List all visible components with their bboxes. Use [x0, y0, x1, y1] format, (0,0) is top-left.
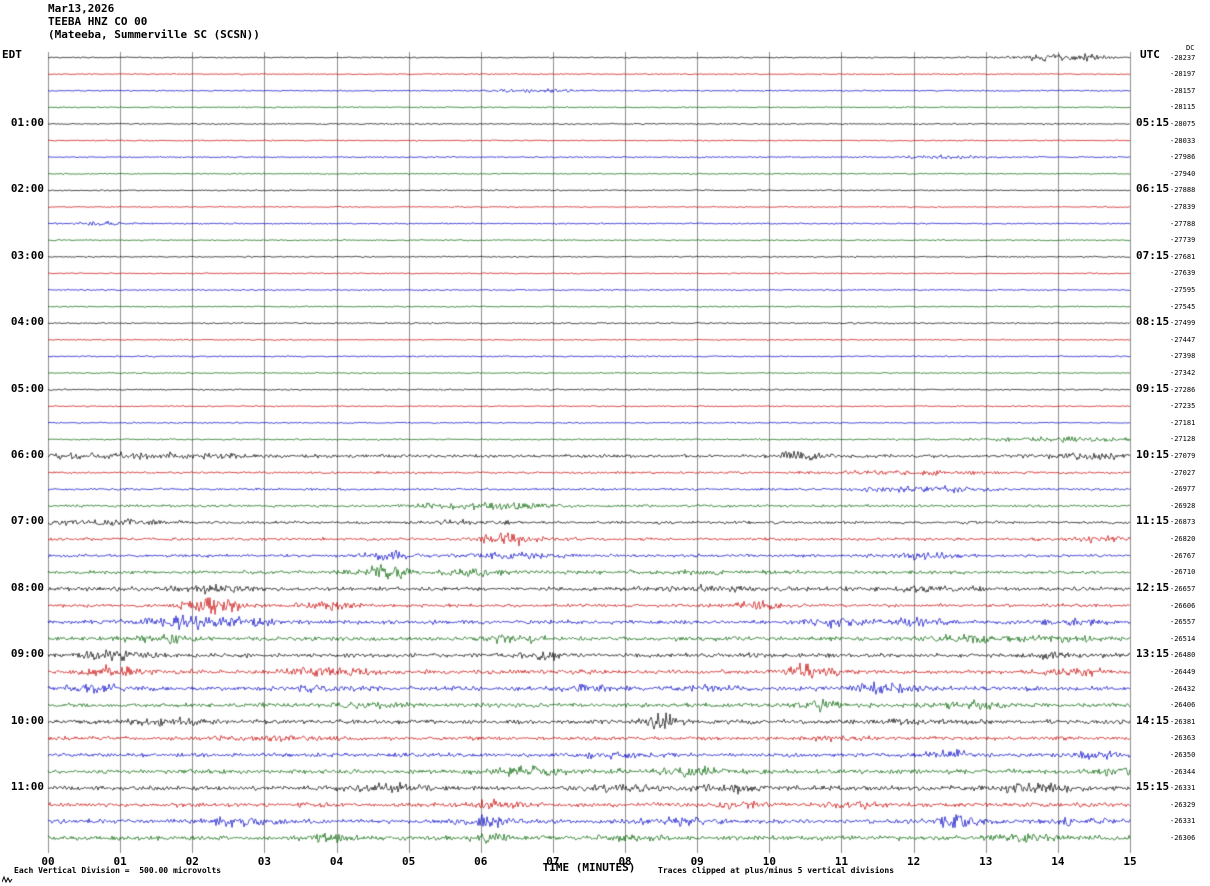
x-tick-label: 00: [41, 855, 55, 868]
dc-offset-value: -27739: [1170, 236, 1196, 245]
dc-offset-value: -28033: [1170, 136, 1196, 145]
dc-offset-value: -26873: [1170, 518, 1196, 527]
dc-offset-value: -26329: [1170, 800, 1196, 809]
dc-offset-value: -26432: [1170, 684, 1196, 693]
dc-offset-value: -26928: [1170, 501, 1196, 510]
dc-offset-value: -27639: [1170, 269, 1196, 278]
x-tick-label: 08: [618, 855, 632, 868]
waveform-icon: [2, 875, 13, 884]
right-time-label: 06:15: [1136, 182, 1170, 196]
dc-offset-value: -27499: [1170, 319, 1196, 328]
x-tick-label: 05: [402, 855, 416, 868]
x-tick-label: 12: [906, 855, 921, 868]
x-tick-label: 01: [113, 855, 127, 868]
dc-offset-value: -26306: [1170, 834, 1196, 842]
right-time-label: 08:15: [1136, 315, 1170, 329]
dc-offset-value: -26331: [1170, 817, 1196, 826]
dc-offset-value: -27681: [1170, 252, 1196, 261]
dc-offset-value: -26363: [1170, 734, 1196, 743]
right-time-label: 14:15: [1136, 713, 1170, 727]
dc-offset-value: -26480: [1170, 651, 1196, 660]
dc-offset-value: -27027: [1170, 468, 1196, 477]
dc-offset-value: -27545: [1170, 302, 1196, 311]
dc-offset-value: -27286: [1170, 385, 1196, 394]
x-tick-label: 10: [762, 855, 776, 868]
x-tick-label: 14: [1051, 855, 1065, 868]
dc-offset-value: -27940: [1170, 169, 1196, 178]
dc-offset-value: -28197: [1170, 70, 1196, 79]
right-time-label: 10:15: [1136, 448, 1170, 462]
right-time-label: 05:15: [1136, 115, 1170, 129]
dc-offset-value: -27398: [1170, 352, 1196, 361]
dc-offset-value: -26710: [1170, 568, 1196, 577]
x-tick-label: 11: [834, 855, 849, 868]
dc-offset-value: -26514: [1170, 634, 1196, 643]
x-tick-label: 15: [1123, 855, 1137, 868]
x-tick-label: 07: [546, 855, 560, 868]
left-hour-label: 04:00: [10, 315, 44, 329]
right-time-label: 09:15: [1136, 381, 1170, 395]
left-hour-label: 11:00: [10, 780, 44, 794]
left-hour-label: 08:00: [10, 580, 44, 594]
dc-offset-value: -27342: [1170, 369, 1196, 378]
right-time-label: 11:15: [1136, 514, 1170, 528]
dc-offset-value: -26557: [1170, 618, 1196, 627]
dc-offset-value: -28115: [1170, 103, 1196, 112]
clip-note: Traces clipped at plus/minus 5 vertical …: [658, 866, 895, 875]
right-time-label: 15:15: [1136, 780, 1170, 794]
dc-offset-value: -27235: [1170, 402, 1196, 411]
dc-offset-value: -26657: [1170, 584, 1196, 593]
x-tick-label: 04: [329, 855, 344, 868]
dc-offset-value: -26606: [1170, 601, 1196, 610]
dc-offset-value: -27788: [1170, 219, 1196, 228]
left-hour-label: 09:00: [10, 647, 44, 661]
dc-offset-value: -27595: [1170, 285, 1196, 294]
left-hour-label: 06:00: [10, 448, 44, 462]
dc-offset-value: -26977: [1170, 485, 1196, 494]
x-tick-label: 03: [257, 855, 272, 868]
x-tick-label: 13: [979, 855, 993, 868]
dc-offset-value: -26381: [1170, 717, 1196, 726]
right-timezone-label: UTC: [1140, 48, 1160, 61]
dc-offset-value: -26331: [1170, 784, 1196, 793]
dc-offset-value: -27447: [1170, 335, 1196, 344]
dc-offset-value: -26449: [1170, 667, 1196, 676]
dc-offset-value: -27128: [1170, 435, 1196, 444]
dc-offset-value: -26406: [1170, 701, 1196, 710]
x-tick-label: 06: [474, 855, 488, 868]
dc-offset-value: -27079: [1170, 452, 1196, 461]
x-tick-label: 02: [185, 855, 199, 868]
right-time-label: 12:15: [1136, 580, 1170, 594]
left-timezone-label: EDT: [2, 48, 22, 61]
dc-offset-value: -26820: [1170, 535, 1196, 544]
dc-offset-value: -27986: [1170, 153, 1196, 162]
dc-offset-value: -28075: [1170, 119, 1196, 128]
dc-offset-value: -27181: [1170, 418, 1196, 427]
dc-offset-value: -26344: [1170, 767, 1196, 776]
left-hour-label: 05:00: [10, 381, 44, 395]
x-axis-title: TIME (MINUTES): [542, 861, 636, 874]
left-hour-label: 02:00: [10, 182, 44, 196]
dc-offset-value: -28157: [1170, 86, 1196, 95]
dc-offset-value: -27839: [1170, 202, 1196, 211]
right-time-label: 13:15: [1136, 647, 1170, 661]
dc-offset-value: -26767: [1170, 551, 1196, 560]
scale-note: Each Vertical Division = 500.00 microvol…: [14, 866, 222, 875]
left-hour-label: 03:00: [10, 248, 44, 262]
dc-offset-value: -27888: [1170, 186, 1196, 195]
dc-offset-value: -28237: [1170, 53, 1196, 62]
dc-offset-header: DC: [1186, 44, 1195, 52]
dc-offset-value: -26350: [1170, 750, 1196, 759]
left-hour-label: 01:00: [10, 115, 44, 129]
right-time-label: 07:15: [1136, 248, 1170, 262]
left-hour-label: 07:00: [10, 514, 44, 528]
x-tick-label: 09: [690, 855, 704, 868]
left-hour-label: 10:00: [10, 713, 44, 727]
